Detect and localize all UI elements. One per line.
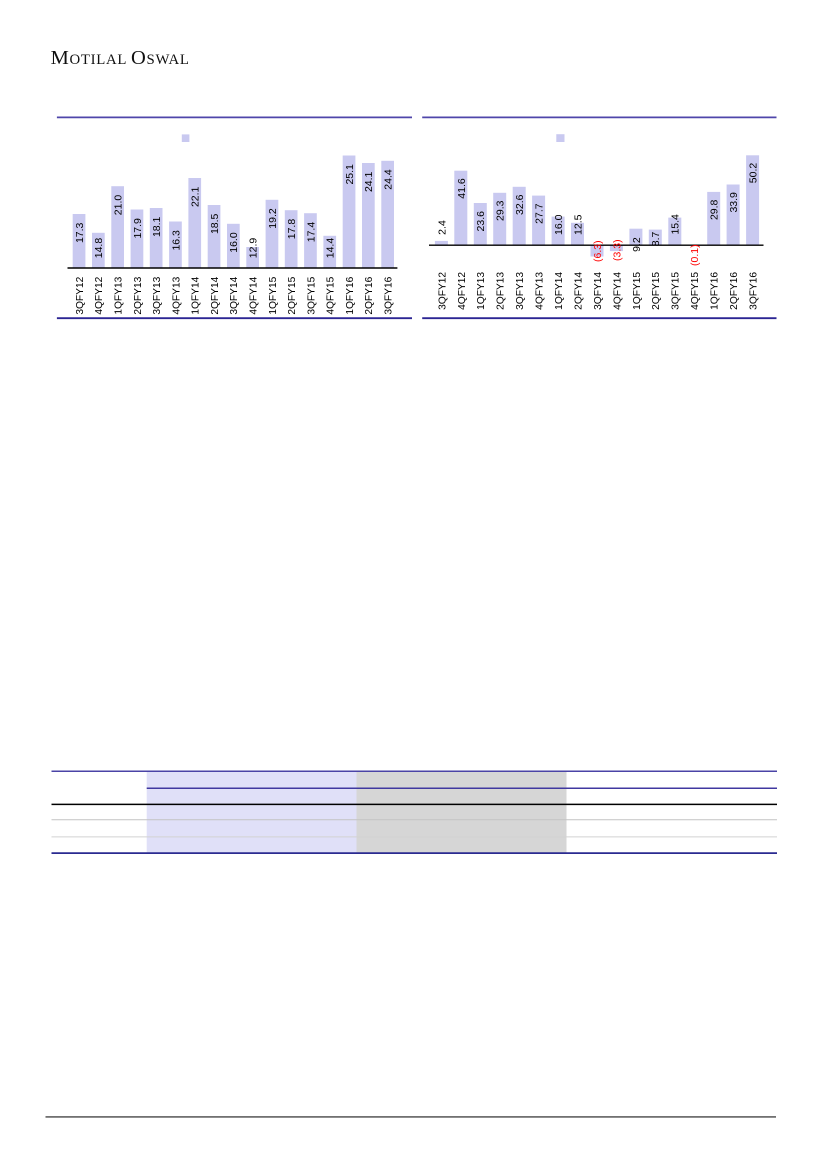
svg-text:2QFY16: 2QFY16 bbox=[729, 272, 740, 310]
svg-text:3QFY15: 3QFY15 bbox=[671, 272, 682, 310]
svg-text:3QFY16: 3QFY16 bbox=[384, 276, 395, 314]
svg-text:2QFY14: 2QFY14 bbox=[574, 272, 585, 310]
svg-text:(6.3): (6.3) bbox=[592, 240, 604, 262]
svg-text:2QFY16: 2QFY16 bbox=[364, 276, 375, 314]
svg-text:14.8: 14.8 bbox=[93, 238, 105, 259]
svg-text:29.8: 29.8 bbox=[709, 199, 721, 220]
svg-text:2QFY14: 2QFY14 bbox=[210, 276, 221, 314]
svg-text:3QFY14: 3QFY14 bbox=[229, 276, 240, 314]
svg-text:23.6: 23.6 bbox=[475, 211, 487, 232]
svg-text:1QFY14: 1QFY14 bbox=[554, 272, 565, 310]
svg-text:1QFY14: 1QFY14 bbox=[191, 276, 202, 314]
svg-text:1QFY15: 1QFY15 bbox=[268, 276, 279, 314]
svg-text:3QFY12: 3QFY12 bbox=[437, 272, 448, 310]
svg-text:24.1: 24.1 bbox=[363, 171, 375, 192]
svg-text:18.1: 18.1 bbox=[151, 216, 163, 237]
svg-text:16.0: 16.0 bbox=[553, 214, 565, 235]
svg-text:1QFY15: 1QFY15 bbox=[632, 272, 643, 310]
svg-text:(0.1): (0.1) bbox=[689, 244, 701, 266]
svg-text:(3.3): (3.3) bbox=[611, 239, 623, 261]
svg-text:4QFY13: 4QFY13 bbox=[535, 272, 546, 310]
svg-text:16.3: 16.3 bbox=[170, 230, 182, 251]
svg-text:3QFY14: 3QFY14 bbox=[593, 272, 604, 310]
svg-text:2QFY15: 2QFY15 bbox=[287, 276, 298, 314]
svg-text:4QFY13: 4QFY13 bbox=[171, 276, 182, 314]
svg-text:4QFY14: 4QFY14 bbox=[249, 276, 260, 314]
svg-text:50.2: 50.2 bbox=[748, 163, 760, 184]
svg-text:4QFY15: 4QFY15 bbox=[690, 272, 701, 310]
svg-text:3QFY16: 3QFY16 bbox=[749, 272, 760, 310]
svg-text:4QFY12: 4QFY12 bbox=[457, 272, 468, 310]
svg-text:16.0: 16.0 bbox=[228, 232, 240, 253]
svg-text:3QFY12: 3QFY12 bbox=[75, 276, 86, 314]
svg-text:18.5: 18.5 bbox=[209, 213, 221, 234]
svg-text:2QFY15: 2QFY15 bbox=[651, 272, 662, 310]
svg-text:32.6: 32.6 bbox=[514, 194, 526, 215]
svg-text:33.9: 33.9 bbox=[728, 192, 740, 213]
svg-text:1QFY13: 1QFY13 bbox=[114, 276, 125, 314]
svg-text:9.2: 9.2 bbox=[631, 237, 643, 252]
svg-text:17.8: 17.8 bbox=[286, 219, 298, 240]
svg-text:4QFY12: 4QFY12 bbox=[94, 276, 105, 314]
svg-text:17.3: 17.3 bbox=[74, 222, 86, 243]
svg-text:41.6: 41.6 bbox=[456, 178, 468, 199]
svg-text:1QFY16: 1QFY16 bbox=[710, 272, 721, 310]
svg-text:14.4: 14.4 bbox=[325, 238, 337, 259]
svg-text:3QFY15: 3QFY15 bbox=[306, 276, 317, 314]
svg-text:19.2: 19.2 bbox=[267, 208, 279, 229]
svg-text:MOTILAL OSWAL: MOTILAL OSWAL bbox=[51, 47, 190, 69]
svg-text:1QFY16: 1QFY16 bbox=[345, 276, 356, 314]
svg-text:4QFY15: 4QFY15 bbox=[326, 276, 337, 314]
svg-text:24.4: 24.4 bbox=[383, 169, 395, 190]
svg-text:15.4: 15.4 bbox=[670, 214, 682, 235]
svg-text:17.9: 17.9 bbox=[132, 218, 144, 239]
svg-text:21.0: 21.0 bbox=[113, 195, 125, 216]
svg-text:12.5: 12.5 bbox=[573, 214, 585, 235]
svg-text:8.7: 8.7 bbox=[650, 231, 662, 246]
svg-text:29.3: 29.3 bbox=[495, 200, 507, 221]
svg-text:3QFY13: 3QFY13 bbox=[152, 276, 163, 314]
svg-text:2QFY13: 2QFY13 bbox=[496, 272, 507, 310]
svg-text:22.1: 22.1 bbox=[190, 186, 202, 207]
svg-text:4QFY14: 4QFY14 bbox=[612, 272, 623, 310]
svg-text:2QFY13: 2QFY13 bbox=[133, 276, 144, 314]
svg-text:27.7: 27.7 bbox=[534, 203, 546, 224]
svg-text:17.4: 17.4 bbox=[305, 222, 317, 243]
svg-text:12.9: 12.9 bbox=[248, 238, 260, 259]
svg-text:1QFY13: 1QFY13 bbox=[476, 272, 487, 310]
svg-text:25.1: 25.1 bbox=[344, 164, 356, 185]
svg-text:3QFY13: 3QFY13 bbox=[515, 272, 526, 310]
svg-text:2.4: 2.4 bbox=[436, 220, 448, 235]
